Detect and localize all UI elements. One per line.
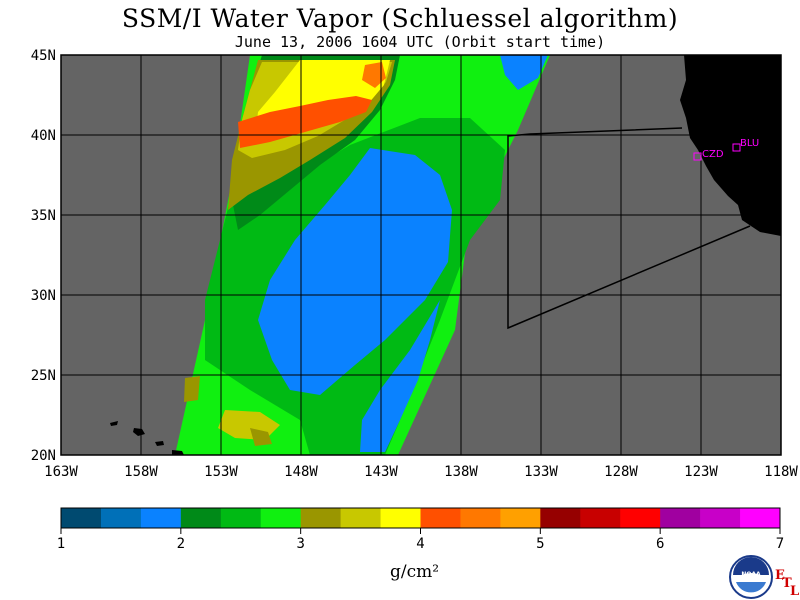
longitude-labels: 163W 158W 153W 148W 143W 138W 133W 128W 123W 118W bbox=[44, 464, 798, 480]
hawaii-island-4 bbox=[172, 450, 184, 455]
colorbar-cell bbox=[380, 508, 421, 528]
colorbar-cell bbox=[220, 508, 262, 528]
hawaii-island-2 bbox=[133, 428, 145, 436]
colorbar-tick-label: 1 bbox=[57, 536, 65, 552]
lon-label: 143W bbox=[364, 464, 398, 480]
colorbar-tick-label: 7 bbox=[776, 536, 784, 552]
station-czd: CZD bbox=[693, 149, 724, 161]
swath-dry-blue-upper bbox=[500, 55, 548, 90]
lat-label: 20N bbox=[31, 448, 56, 464]
lat-label: 35N bbox=[31, 208, 56, 224]
etl-letter-l: L bbox=[790, 584, 800, 599]
colorbar-cell bbox=[540, 508, 581, 528]
station-blu-marker bbox=[732, 143, 741, 152]
noaa-logo-text: NOAA bbox=[741, 571, 761, 578]
colorbar-tick-label: 2 bbox=[177, 536, 185, 552]
map-title: SSM/I Water Vapor (Schluessel algorithm) bbox=[121, 4, 679, 33]
colorbar-units: g/cm² bbox=[390, 562, 440, 582]
colorbar-cell bbox=[500, 508, 541, 528]
lat-lon-grid bbox=[61, 55, 781, 455]
colorbar-cell bbox=[61, 508, 102, 528]
colorbar-tick-label: 4 bbox=[416, 536, 424, 552]
lon-label: 148W bbox=[284, 464, 318, 480]
lat-label: 30N bbox=[31, 288, 56, 304]
etl-letter-e: E bbox=[775, 568, 785, 583]
colorbar-cell bbox=[140, 508, 182, 528]
swath-moist-orange-core bbox=[362, 62, 386, 88]
map-frame bbox=[60, 54, 782, 456]
noaa-logo-top bbox=[733, 557, 769, 575]
station-blu: BLU bbox=[732, 138, 759, 152]
etl-letter-t: T bbox=[782, 576, 792, 591]
california-coast-land bbox=[680, 55, 781, 236]
map-subtitle: June 13, 2006 1604 UTC (Orbit start time… bbox=[234, 33, 606, 51]
station-blu-label: BLU bbox=[740, 138, 759, 149]
colorbar-cell bbox=[580, 508, 621, 528]
colorbar-tick-label: 3 bbox=[296, 536, 304, 552]
colorbar-cell bbox=[620, 508, 661, 528]
lon-label: 163W bbox=[44, 464, 78, 480]
lat-label: 25N bbox=[31, 368, 56, 384]
colorbar-ticks: 1 2 3 4 5 6 7 bbox=[57, 528, 784, 552]
lon-label: 133W bbox=[524, 464, 558, 480]
colorbar-tick-label: 6 bbox=[656, 536, 664, 552]
colorbar-cell bbox=[740, 508, 781, 528]
colorbar-cell bbox=[700, 508, 741, 528]
swath-south-olive-core bbox=[250, 428, 272, 446]
lat-label: 45N bbox=[31, 48, 56, 64]
colorbar-cell bbox=[420, 508, 461, 528]
colorbar-cells bbox=[61, 508, 781, 528]
colorbar-cell bbox=[100, 508, 142, 528]
noaa-logo-bottom bbox=[736, 582, 766, 593]
station-czd-marker bbox=[693, 152, 702, 161]
latitude-labels: 45N 40N 35N 30N 25N 20N bbox=[31, 48, 56, 464]
hawaii-island-3 bbox=[155, 441, 164, 446]
colorbar-cell bbox=[260, 508, 302, 528]
station-czd-label: CZD bbox=[702, 149, 724, 160]
noaa-logo: NOAA bbox=[729, 555, 773, 599]
colorbar-cell bbox=[660, 508, 701, 528]
lon-label: 128W bbox=[604, 464, 638, 480]
swath-dry-blue-lower bbox=[360, 300, 440, 452]
colorbar-cell bbox=[300, 508, 342, 528]
noaa-logo-bird bbox=[736, 573, 766, 581]
colorbar-cell bbox=[340, 508, 382, 528]
lon-label: 153W bbox=[204, 464, 238, 480]
colorbar-cell bbox=[180, 508, 222, 528]
hawaii-island-1 bbox=[110, 421, 118, 426]
swath-south-olive bbox=[184, 376, 200, 402]
lon-label: 138W bbox=[444, 464, 478, 480]
lon-label: 118W bbox=[764, 464, 798, 480]
swath-dry-blue bbox=[258, 148, 452, 395]
region-outline bbox=[507, 127, 751, 330]
colorbar-cell bbox=[460, 508, 501, 528]
lat-label: 40N bbox=[31, 128, 56, 144]
lon-label: 158W bbox=[124, 464, 158, 480]
map-field: CZD BLU bbox=[61, 55, 781, 455]
colorbar-tick-label: 5 bbox=[536, 536, 544, 552]
lon-label: 123W bbox=[684, 464, 718, 480]
